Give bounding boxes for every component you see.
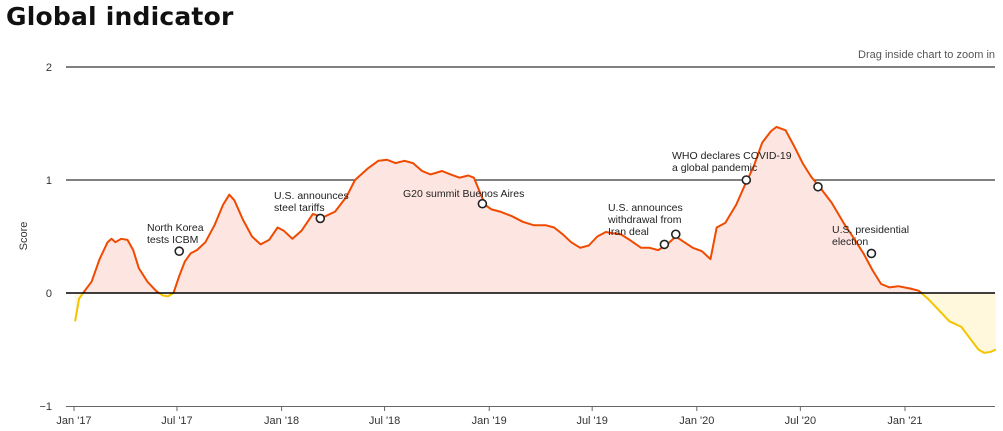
x-tick-label: Jul '19 [576,415,607,427]
x-tick-label: Jul '17 [161,415,192,427]
x-tick-label: Jan '18 [264,415,299,427]
annotation-label: North Korea [147,222,204,234]
gridlines [66,66,995,181]
annotation-marker [813,181,823,192]
annotation-marker [741,175,752,185]
positive-area [173,126,922,294]
y-tick-label: 2 [46,62,52,74]
y-tick-label: 1 [46,175,52,187]
negative-line [158,292,175,298]
annotation-label: U.S. presidential [832,224,909,236]
page-title: Global indicator [6,2,234,31]
annotation-marker [174,246,185,256]
y-axis-label: Score [18,222,30,251]
annotation-label: tests ICBM [147,234,198,246]
axes: 2 1 0 −1 Score Jan '17 Jul '17 Jan '18 Jul '18 Ja… [18,62,995,427]
positive-line [82,237,160,294]
zoom-hint: Drag inside chart to zoom in [858,49,995,61]
negative-area [75,293,84,322]
annotation-marker [670,229,681,240]
y-tick-label: −1 [39,401,52,413]
series-lines [66,125,997,354]
x-tick-label: Jan '20 [679,415,714,427]
annotation-label: election [832,236,868,248]
annotation-marker [659,239,670,250]
x-tick-label: Jul '18 [369,415,400,427]
annotation-marker [866,248,877,259]
negative-line [74,292,85,322]
area-fills [75,126,996,353]
positive-line [172,125,922,294]
annotation-label: withdrawal from [607,214,682,226]
annotation-marker [477,198,488,209]
annotation-label: U.S. announces [608,202,683,214]
annotation-label: U.S. announces [274,190,349,202]
annotation-label: a global pandemic [672,162,757,174]
x-tick-label: Jan '21 [887,415,922,427]
annotation-label: Iran deal [608,226,649,238]
negative-area [159,293,174,297]
positive-area [83,238,159,293]
annotation-label: WHO declares COVID-19 [672,150,792,162]
negative-line [920,292,997,354]
annotation-label: steel tariffs [274,202,325,214]
x-tick-label: Jan '19 [472,415,507,427]
y-tick-label: 0 [46,288,52,300]
x-tick-label: Jul '20 [785,415,816,427]
x-tick-label: Jan '17 [56,415,91,427]
annotation-label: G20 summit Buenos Aires [403,188,524,200]
annotation-marker [315,213,326,224]
negative-area [921,293,996,353]
